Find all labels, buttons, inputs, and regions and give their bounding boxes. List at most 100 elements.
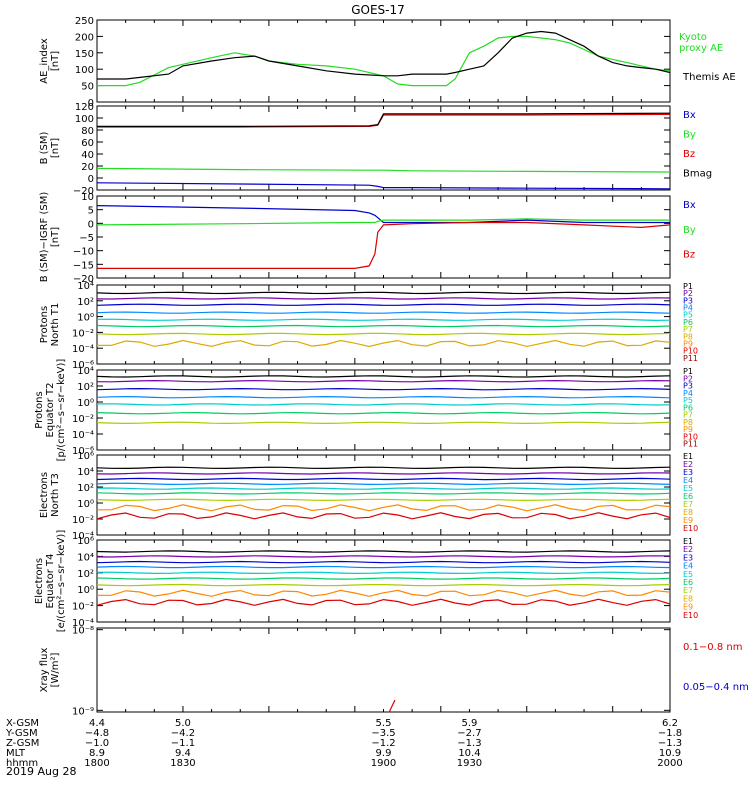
xray-series (388, 699, 396, 713)
panel-frame (96, 195, 671, 279)
legend-E7: E7 (683, 500, 693, 509)
x-tick-value: 4.4 (89, 718, 105, 729)
x-tick-value: 2000 (657, 758, 682, 769)
legend-E6: E6 (683, 492, 693, 501)
x-tick-value: 10.9 (659, 748, 681, 759)
legend-P7: P7 (683, 325, 693, 334)
y-tick-label: 10⁻² (72, 328, 94, 339)
y-axis-label: B (SM) (39, 131, 50, 164)
y-tick-label: 10⁴ (77, 281, 94, 292)
panel-pe: Protons Equator T2 [p/(cm²−s−sr−keV)] 10⁻⁶ 1… (34, 359, 698, 462)
series-line-E3 (96, 560, 671, 564)
x-tick-value: 8.9 (89, 748, 105, 759)
x-tick-value: −1.3 (457, 738, 481, 749)
y-axis-label: Equator T2 (45, 383, 56, 438)
y-tick-label: 10² (77, 569, 94, 580)
y-tick-label: 10⁻⁴ (72, 344, 94, 355)
legend-P7: P7 (683, 411, 693, 420)
x-row-label: hhmm (6, 758, 38, 769)
y-axis-label: Electrons (39, 472, 50, 518)
y-tick-label: 100 (75, 65, 94, 76)
x-tick-value: 1900 (371, 758, 396, 769)
x-tick-value: 9.4 (175, 748, 191, 759)
legend-P9: P9 (683, 425, 693, 434)
x-tick-value: −1.8 (658, 728, 682, 739)
series-line-P8 (97, 339, 671, 348)
legend-P5: P5 (683, 396, 693, 405)
y-tick-label: 10⁻⁶ (72, 360, 94, 371)
series-line-Themis-AE (97, 30, 671, 80)
series-line-E6 (96, 577, 671, 580)
y-tick-label: 60 (81, 138, 94, 149)
y-axis-label: Protons (34, 391, 45, 428)
y-tick-label: 150 (75, 49, 94, 60)
y-tick-label: 10⁶ (77, 451, 94, 462)
y-axis-label: [nT] (50, 138, 61, 158)
y-tick-label: 10 (81, 192, 94, 203)
y-tick-label: 10² (77, 483, 94, 494)
series-line-E1 (96, 466, 671, 470)
legend-E4: E4 (683, 476, 693, 485)
legend-P2: P2 (683, 289, 693, 298)
legend-P9: P9 (683, 339, 693, 348)
x-tick-value: 5.5 (376, 718, 392, 729)
legend-E5: E5 (683, 484, 693, 493)
series-line-P6 (96, 411, 671, 415)
legend-P3: P3 (683, 382, 693, 391)
y-tick-label: 10⁴ (77, 467, 94, 478)
series-line-P7 (96, 332, 671, 336)
series-line-E9 (96, 512, 671, 520)
y-tick-label: 50 (81, 82, 94, 93)
y-tick-label: 0 (88, 98, 94, 109)
series-line-Bz (97, 113, 671, 128)
panel-frame (96, 284, 671, 365)
legend-E6: E6 (683, 578, 693, 587)
legend-P10: P10 (683, 347, 698, 356)
y-tick-label: −10 (73, 247, 94, 258)
series-line-E1 (96, 550, 671, 553)
x-tick-value: 1800 (84, 758, 109, 769)
x-tick-value: 10.4 (458, 748, 480, 759)
legend-E10: E10 (683, 611, 698, 620)
panel-frame (96, 539, 671, 623)
y-tick-label: 10⁻² (72, 602, 94, 613)
y-tick-label: 10⁻⁴ (72, 618, 94, 629)
legend-E9: E9 (683, 603, 693, 612)
series-line-P1 (96, 375, 671, 378)
legend-kyoto: Kyoto (679, 32, 707, 43)
legend-Bz: Bz (683, 149, 695, 160)
y-axis-label: North T1 (50, 303, 61, 347)
series-line-E2 (96, 472, 671, 475)
series-line-Bx (96, 182, 671, 190)
y-axis-label: [p/(cm²−s−sr−keV)] (56, 359, 67, 462)
legend-0.05−0.4-nm: 0.05−0.4 nm (683, 682, 749, 693)
series-line-E4 (96, 482, 671, 486)
x-tick-value: −4.8 (85, 728, 109, 739)
y-tick-label: 10⁻⁹ (72, 706, 94, 717)
x-tick-value: 6.2 (662, 718, 678, 729)
series-line-Bx (96, 205, 670, 224)
y-tick-label: 250 (75, 16, 94, 27)
series-line-P5 (96, 318, 671, 322)
y-tick-label: 10⁻⁴ (72, 430, 94, 441)
x-tick-value: 5.0 (175, 718, 191, 729)
y-tick-label: 10⁴ (77, 552, 94, 563)
legend-P1: P1 (683, 282, 693, 291)
x-tick-value: −1.3 (658, 738, 682, 749)
legend-P11: P11 (683, 440, 698, 449)
series-line-E2 (96, 555, 671, 558)
legend-P2: P2 (683, 374, 693, 383)
x-tick-value: −1.2 (371, 738, 395, 749)
y-axis-label: AE_index (39, 38, 50, 84)
legend-E8: E8 (683, 594, 693, 603)
panel-bsmigrf: B (SM)−IGRF (SM) [nT] −20 −15 −10 −5 0 5 10 Bx By B… (39, 192, 696, 285)
series-line-P3 (96, 303, 671, 306)
x-tick-value: 1930 (457, 758, 482, 769)
series-line-By (96, 167, 671, 173)
legend-Bx: Bx (683, 200, 696, 211)
legend-E2: E2 (683, 545, 693, 554)
legend-By: By (683, 130, 696, 141)
y-tick-label: −15 (73, 260, 94, 271)
series-line-P4 (96, 395, 671, 399)
y-axis-label: Xray flux (39, 648, 50, 693)
